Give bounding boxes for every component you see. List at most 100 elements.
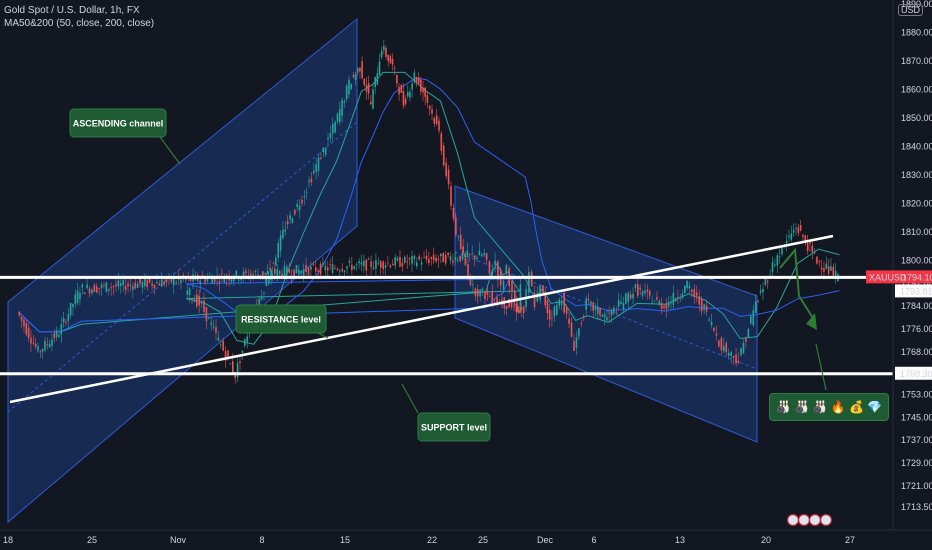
candle: [322, 147, 325, 153]
candle: [759, 290, 762, 293]
candle: [418, 256, 421, 260]
candle: [76, 290, 79, 303]
candle: [120, 283, 122, 286]
levels-layer: [0, 234, 893, 404]
current-price-tag: [866, 270, 932, 284]
candle: [737, 360, 740, 363]
candle: [514, 290, 516, 299]
candle: [684, 285, 686, 293]
candle: [389, 265, 392, 268]
price-tick-label: 1737.00: [901, 435, 932, 445]
candle: [212, 326, 215, 328]
candle: [473, 255, 476, 259]
bowling-icon: 🎳: [794, 400, 809, 414]
candle: [124, 286, 127, 291]
candle: [170, 278, 173, 283]
candle: [431, 109, 433, 114]
candle: [122, 279, 125, 286]
candle: [575, 337, 578, 348]
candle: [424, 87, 426, 97]
candle: [343, 270, 346, 272]
candle: [282, 229, 284, 238]
time-tick-label: 13: [675, 535, 685, 545]
candle: [481, 288, 484, 292]
candle: [223, 279, 226, 283]
candle: [617, 300, 620, 307]
candle: [218, 281, 221, 283]
candle: [396, 75, 398, 84]
time-tick-label: 6: [591, 535, 596, 545]
candle: [449, 256, 452, 261]
candle: [158, 283, 161, 286]
candle: [237, 279, 240, 281]
candle: [732, 355, 735, 358]
candle: [270, 269, 272, 281]
price-tick-label: 1850.00: [901, 113, 932, 123]
candle: [180, 279, 182, 284]
candle: [117, 280, 120, 287]
projection-arrow: [779, 247, 814, 319]
candle: [447, 252, 449, 256]
ascending-trendline: [9, 234, 834, 404]
candle: [610, 309, 613, 316]
candle: [260, 297, 263, 300]
price-axis[interactable]: 1713.50 1721.00 1729.00 1737.00 1745.00 1753.…: [866, 0, 932, 530]
candle: [653, 300, 656, 302]
candle: [310, 266, 312, 270]
candle: [294, 209, 296, 215]
currency-badge[interactable]: USD: [897, 4, 923, 16]
candle: [489, 296, 491, 298]
candle: [278, 270, 281, 275]
price-tick-label: 1753.00: [901, 390, 932, 400]
candle: [236, 362, 239, 378]
candle: [222, 340, 224, 351]
candle: [275, 257, 277, 266]
candle: [276, 269, 279, 277]
candle: [430, 257, 433, 259]
candle: [703, 304, 705, 310]
ascending-channel-label-box: [69, 108, 167, 138]
candle: [215, 327, 217, 333]
candle: [360, 262, 363, 265]
candle: [774, 264, 776, 266]
candle: [23, 319, 25, 327]
candle: [331, 264, 334, 274]
candle: [469, 276, 472, 285]
candle: [184, 279, 187, 281]
candle: [254, 271, 257, 273]
candle: [301, 200, 303, 204]
candle: [351, 264, 353, 271]
candle: [481, 254, 483, 257]
candle: [341, 268, 344, 272]
price-tick-label: 1721.00: [901, 481, 932, 491]
candle: [367, 259, 370, 260]
candle: [376, 73, 379, 85]
candle: [93, 284, 96, 293]
time-tick-label: Nov: [170, 535, 187, 545]
candle: [191, 298, 193, 300]
candle: [134, 282, 137, 289]
candle: [681, 293, 684, 298]
candle: [625, 293, 627, 304]
candle: [305, 265, 307, 273]
gem-icon: 💎: [867, 400, 883, 414]
candle: [428, 259, 430, 264]
candle: [261, 271, 264, 276]
candle: [265, 278, 268, 286]
candle: [563, 292, 565, 313]
candle: [510, 300, 513, 307]
candle: [387, 54, 390, 62]
time-tick-label: 25: [478, 535, 488, 545]
candle: [18, 311, 21, 316]
candle: [823, 268, 825, 272]
candle: [663, 305, 665, 308]
candle: [720, 337, 723, 351]
candle: [827, 266, 830, 274]
candle: [81, 284, 84, 288]
time-axis[interactable]: 18 25 Nov 8 15 22 25 Dec 6 13 20 27: [0, 513, 932, 546]
candle: [324, 265, 327, 271]
candle: [377, 263, 380, 265]
candle: [551, 317, 553, 319]
price-tick-label: 1768.00: [901, 347, 932, 357]
